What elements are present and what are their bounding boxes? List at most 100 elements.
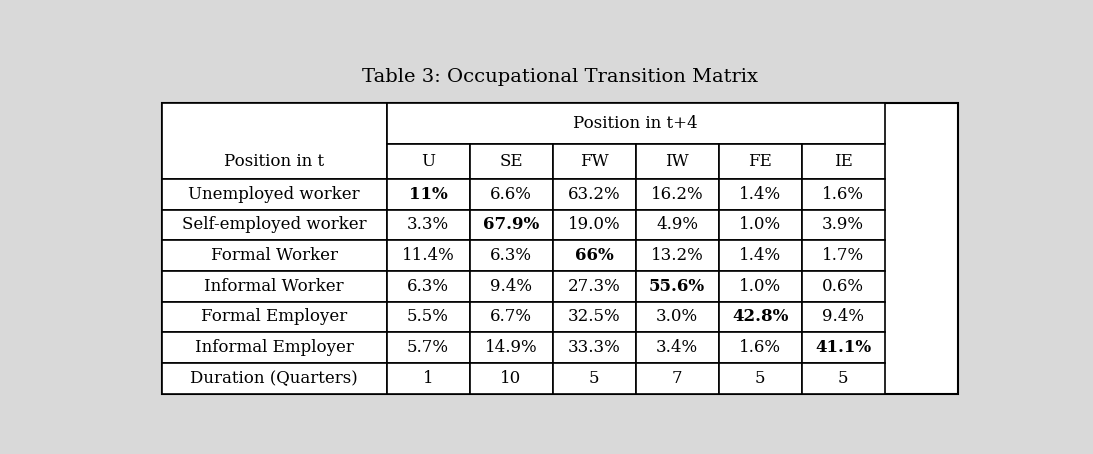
Bar <box>553 210 635 240</box>
Text: 19.0%: 19.0% <box>567 217 621 233</box>
Text: 5: 5 <box>755 370 765 387</box>
Text: 1.6%: 1.6% <box>822 186 865 202</box>
Text: 3.3%: 3.3% <box>407 217 449 233</box>
Text: 5.7%: 5.7% <box>407 339 449 356</box>
Bar <box>635 332 718 363</box>
Bar <box>718 210 801 240</box>
Bar <box>162 271 387 301</box>
Text: 6.3%: 6.3% <box>407 278 449 295</box>
Text: 6.7%: 6.7% <box>490 308 532 326</box>
Text: 5: 5 <box>589 370 599 387</box>
Text: Formal Employer: Formal Employer <box>201 308 348 326</box>
Text: FE: FE <box>748 153 772 170</box>
Text: 3.0%: 3.0% <box>656 308 698 326</box>
Text: 27.3%: 27.3% <box>567 278 621 295</box>
Text: 42.8%: 42.8% <box>732 308 788 326</box>
Text: IW: IW <box>666 153 689 170</box>
Text: Duration (Quarters): Duration (Quarters) <box>190 370 359 387</box>
Text: Formal Worker: Formal Worker <box>211 247 338 264</box>
Text: 13.2%: 13.2% <box>650 247 704 264</box>
Text: 11.4%: 11.4% <box>401 247 455 264</box>
Bar <box>635 271 718 301</box>
Text: 3.4%: 3.4% <box>656 339 698 356</box>
Text: 66%: 66% <box>575 247 613 264</box>
Bar <box>718 271 801 301</box>
Text: 55.6%: 55.6% <box>649 278 705 295</box>
Bar <box>162 332 387 363</box>
Bar <box>553 271 635 301</box>
Text: 7: 7 <box>672 370 682 387</box>
Text: SE: SE <box>500 153 522 170</box>
Bar <box>801 301 884 332</box>
Text: 3.9%: 3.9% <box>822 217 865 233</box>
Text: 1.6%: 1.6% <box>739 339 781 356</box>
Text: Self-employed worker: Self-employed worker <box>181 217 366 233</box>
Bar <box>718 301 801 332</box>
Text: 6.3%: 6.3% <box>490 247 532 264</box>
Bar <box>801 144 884 179</box>
Text: 1.7%: 1.7% <box>822 247 865 264</box>
Text: Position in t: Position in t <box>224 153 325 170</box>
Bar <box>470 301 553 332</box>
Bar <box>387 210 470 240</box>
Bar <box>635 301 718 332</box>
Text: 1.0%: 1.0% <box>739 278 781 295</box>
Bar <box>470 363 553 394</box>
Bar <box>718 179 801 210</box>
Bar <box>470 210 553 240</box>
Text: 11%: 11% <box>409 186 447 202</box>
Text: 41.1%: 41.1% <box>815 339 871 356</box>
Bar <box>801 332 884 363</box>
Bar <box>718 144 801 179</box>
Bar <box>635 240 718 271</box>
Bar <box>553 332 635 363</box>
Text: FW: FW <box>579 153 609 170</box>
Text: 63.2%: 63.2% <box>567 186 621 202</box>
Bar <box>387 179 470 210</box>
Bar <box>801 240 884 271</box>
Text: 14.9%: 14.9% <box>484 339 538 356</box>
Bar <box>162 179 387 210</box>
Bar <box>553 240 635 271</box>
Bar <box>162 104 959 394</box>
Text: 9.4%: 9.4% <box>490 278 532 295</box>
Bar <box>387 144 470 179</box>
Bar <box>470 332 553 363</box>
Text: 10: 10 <box>501 370 521 387</box>
Bar <box>801 271 884 301</box>
Bar <box>470 271 553 301</box>
Bar <box>470 144 553 179</box>
Bar <box>635 144 718 179</box>
Bar <box>387 363 470 394</box>
Bar <box>801 179 884 210</box>
Bar <box>162 240 387 271</box>
Text: 67.9%: 67.9% <box>483 217 539 233</box>
Text: 1.0%: 1.0% <box>739 217 781 233</box>
Bar <box>162 363 387 394</box>
Text: 9.4%: 9.4% <box>822 308 865 326</box>
Text: 16.2%: 16.2% <box>650 186 704 202</box>
Bar <box>387 332 470 363</box>
Text: 6.6%: 6.6% <box>490 186 532 202</box>
Bar <box>162 104 387 179</box>
Text: 4.9%: 4.9% <box>656 217 698 233</box>
Bar <box>553 363 635 394</box>
Text: 0.6%: 0.6% <box>822 278 865 295</box>
Bar <box>718 363 801 394</box>
Text: 33.3%: 33.3% <box>567 339 621 356</box>
Text: 32.5%: 32.5% <box>567 308 621 326</box>
Bar <box>387 271 470 301</box>
Bar <box>470 240 553 271</box>
Text: 1: 1 <box>423 370 433 387</box>
Bar <box>635 363 718 394</box>
Bar <box>387 301 470 332</box>
Bar <box>387 104 884 144</box>
Bar <box>470 179 553 210</box>
Bar <box>387 240 470 271</box>
Bar <box>718 240 801 271</box>
Text: 5: 5 <box>838 370 848 387</box>
Bar <box>801 363 884 394</box>
Bar <box>635 179 718 210</box>
Text: 5.5%: 5.5% <box>407 308 449 326</box>
Text: Informal Employer: Informal Employer <box>195 339 354 356</box>
